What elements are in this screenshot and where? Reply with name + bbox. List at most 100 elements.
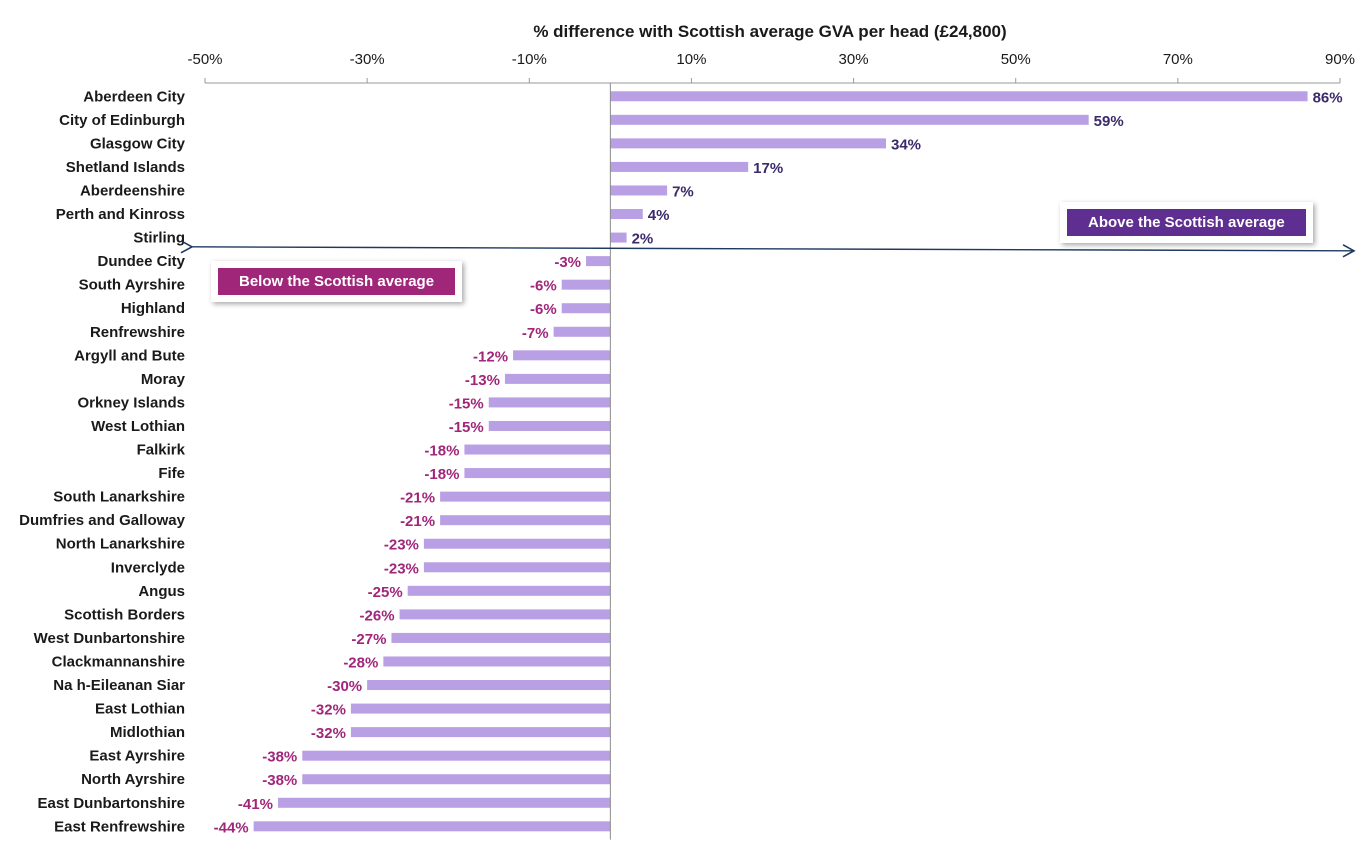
category-label: Fife bbox=[158, 465, 185, 482]
category-label: East Renfrewshire bbox=[54, 818, 185, 835]
bar bbox=[383, 656, 611, 667]
bar bbox=[350, 727, 611, 738]
average-divider-arrow bbox=[180, 240, 1356, 258]
data-label: -12% bbox=[473, 348, 508, 365]
x-tick-label: -30% bbox=[350, 51, 385, 68]
bar bbox=[610, 232, 627, 243]
above-average-label: Above the Scottish average bbox=[1067, 209, 1306, 236]
data-label: -44% bbox=[214, 819, 249, 836]
data-label: -3% bbox=[554, 254, 581, 271]
bar bbox=[440, 491, 611, 502]
bar bbox=[513, 350, 611, 361]
x-tick-label: 30% bbox=[839, 51, 869, 68]
bar bbox=[610, 161, 749, 172]
category-label: West Lothian bbox=[91, 418, 185, 435]
category-label: East Dunbartonshire bbox=[37, 795, 185, 812]
data-label: 2% bbox=[632, 231, 654, 248]
category-label: Aberdeenshire bbox=[80, 182, 185, 199]
bar bbox=[423, 562, 611, 573]
data-label: 4% bbox=[648, 207, 670, 224]
data-label: -41% bbox=[238, 796, 273, 813]
data-label: 59% bbox=[1094, 113, 1124, 130]
data-label: 86% bbox=[1313, 89, 1343, 106]
data-label: -18% bbox=[424, 466, 459, 483]
bar bbox=[610, 114, 1089, 125]
x-tick-label: 90% bbox=[1325, 51, 1355, 68]
x-tick-label: 50% bbox=[1001, 51, 1031, 68]
category-label: Glasgow City bbox=[90, 135, 186, 152]
category-label: Shetland Islands bbox=[66, 159, 185, 176]
category-label: Orkney Islands bbox=[77, 394, 185, 411]
data-label: 34% bbox=[891, 136, 921, 153]
category-label: Clackmannanshire bbox=[52, 653, 185, 670]
data-label: -13% bbox=[465, 372, 500, 389]
category-label: South Ayrshire bbox=[79, 277, 185, 294]
chart-title: % difference with Scottish average GVA p… bbox=[533, 22, 1006, 41]
bar bbox=[464, 468, 611, 479]
category-label: City of Edinburgh bbox=[59, 112, 185, 129]
x-tick-label: 70% bbox=[1163, 51, 1193, 68]
bar bbox=[423, 538, 611, 549]
category-label: North Lanarkshire bbox=[56, 536, 185, 553]
x-tick-label: 10% bbox=[676, 51, 706, 68]
category-label: Dumfries and Galloway bbox=[19, 512, 186, 529]
data-label: -26% bbox=[360, 607, 395, 624]
bar bbox=[440, 515, 611, 526]
category-label: Stirling bbox=[133, 230, 185, 247]
category-label: Na h-Eileanan Siar bbox=[53, 677, 185, 694]
bar bbox=[407, 585, 611, 596]
category-label: Renfrewshire bbox=[90, 324, 185, 341]
bar bbox=[553, 326, 611, 337]
category-label: South Lanarkshire bbox=[53, 489, 185, 506]
bar bbox=[277, 797, 611, 808]
data-label: -38% bbox=[262, 749, 297, 766]
bar bbox=[561, 279, 611, 290]
bar bbox=[504, 373, 611, 384]
category-label: Perth and Kinross bbox=[56, 206, 185, 223]
category-label: Angus bbox=[138, 583, 185, 600]
category-label: East Lothian bbox=[95, 701, 185, 718]
x-tick-label: -50% bbox=[187, 51, 222, 68]
data-label: 7% bbox=[672, 183, 694, 200]
category-label: Dundee City bbox=[97, 253, 185, 270]
data-label: -6% bbox=[530, 301, 557, 318]
category-label: Argyll and Bute bbox=[74, 347, 185, 364]
bar bbox=[610, 209, 643, 220]
data-label: -7% bbox=[522, 325, 549, 342]
bar bbox=[350, 703, 611, 714]
bar bbox=[488, 397, 611, 408]
category-label: Midlothian bbox=[110, 724, 185, 741]
category-label: Aberdeen City bbox=[83, 88, 185, 105]
data-label: -32% bbox=[311, 725, 346, 742]
bar bbox=[253, 821, 611, 832]
category-label: Highland bbox=[121, 300, 185, 317]
bar bbox=[610, 91, 1308, 102]
x-tick-label: -10% bbox=[512, 51, 547, 68]
data-label: -15% bbox=[449, 419, 484, 436]
bar bbox=[464, 444, 611, 455]
bar bbox=[391, 632, 611, 643]
category-label: East Ayrshire bbox=[89, 748, 185, 765]
bar bbox=[561, 303, 611, 314]
bar bbox=[302, 750, 611, 761]
data-label: -32% bbox=[311, 702, 346, 719]
bar bbox=[610, 185, 668, 196]
below-average-callout: Below the Scottish average bbox=[211, 261, 463, 302]
category-label: Inverclyde bbox=[111, 559, 185, 576]
data-label: -23% bbox=[384, 560, 419, 577]
bar bbox=[399, 609, 611, 620]
bar bbox=[488, 420, 611, 431]
bar bbox=[610, 138, 886, 149]
bar bbox=[302, 774, 611, 785]
data-label: -15% bbox=[449, 395, 484, 412]
category-label: North Ayrshire bbox=[81, 771, 185, 788]
data-label: -23% bbox=[384, 537, 419, 554]
data-label: -25% bbox=[368, 584, 403, 601]
data-label: -18% bbox=[424, 443, 459, 460]
below-average-label: Below the Scottish average bbox=[218, 268, 456, 295]
data-label: -21% bbox=[400, 513, 435, 530]
data-label: -6% bbox=[530, 278, 557, 295]
data-label: -30% bbox=[327, 678, 362, 695]
category-label: West Dunbartonshire bbox=[34, 630, 185, 647]
